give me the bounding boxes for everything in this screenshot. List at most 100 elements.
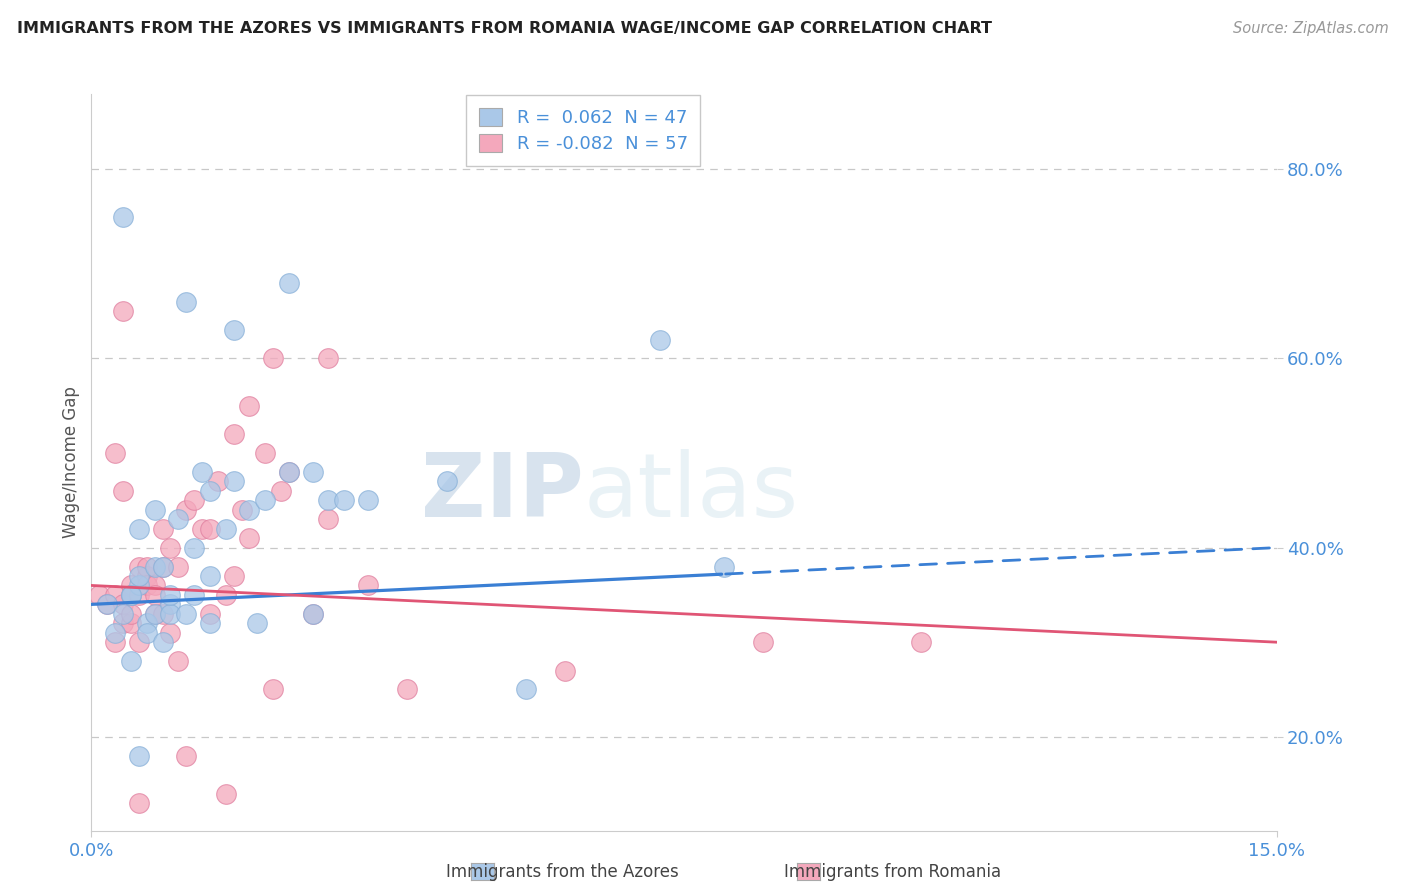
Point bbox=[174, 503, 197, 517]
Point bbox=[120, 588, 142, 602]
Point bbox=[159, 607, 181, 621]
Point bbox=[111, 483, 134, 498]
Point bbox=[183, 588, 205, 602]
Point bbox=[183, 493, 205, 508]
Point bbox=[318, 493, 340, 508]
Point bbox=[174, 294, 197, 309]
Point bbox=[254, 493, 277, 508]
Point bbox=[357, 493, 380, 508]
Point bbox=[215, 522, 238, 536]
Point bbox=[191, 465, 214, 479]
Point bbox=[128, 635, 150, 649]
Text: ZIP: ZIP bbox=[420, 449, 583, 535]
Point bbox=[238, 531, 260, 545]
Point bbox=[167, 559, 190, 574]
Point bbox=[215, 588, 238, 602]
Point bbox=[120, 654, 142, 668]
Point bbox=[135, 625, 157, 640]
Point bbox=[910, 635, 932, 649]
Point bbox=[96, 598, 118, 612]
Point bbox=[318, 512, 340, 526]
Point bbox=[231, 503, 253, 517]
Point bbox=[198, 607, 221, 621]
Point bbox=[143, 607, 166, 621]
Point bbox=[135, 559, 157, 574]
Point bbox=[167, 512, 190, 526]
Point bbox=[152, 607, 174, 621]
Point bbox=[120, 616, 142, 631]
Legend: R =  0.062  N = 47, R = -0.082  N = 57: R = 0.062 N = 47, R = -0.082 N = 57 bbox=[467, 95, 700, 166]
Point bbox=[159, 588, 181, 602]
Point bbox=[96, 598, 118, 612]
Point bbox=[262, 351, 284, 366]
Point bbox=[120, 588, 142, 602]
Point bbox=[143, 578, 166, 592]
Point bbox=[159, 598, 181, 612]
Point bbox=[222, 475, 245, 489]
Point bbox=[135, 569, 157, 583]
Point bbox=[128, 569, 150, 583]
Point bbox=[278, 276, 301, 290]
Point bbox=[104, 588, 127, 602]
Point bbox=[436, 475, 458, 489]
Point bbox=[159, 541, 181, 555]
Y-axis label: Wage/Income Gap: Wage/Income Gap bbox=[62, 386, 80, 539]
Point bbox=[238, 503, 260, 517]
Point bbox=[198, 483, 221, 498]
Point bbox=[120, 588, 142, 602]
Point bbox=[301, 607, 323, 621]
Point bbox=[183, 541, 205, 555]
Point bbox=[713, 559, 735, 574]
Point bbox=[143, 607, 166, 621]
Point bbox=[111, 304, 134, 318]
Point bbox=[198, 522, 221, 536]
Point bbox=[152, 522, 174, 536]
Point bbox=[120, 578, 142, 592]
Point bbox=[333, 493, 356, 508]
Point bbox=[128, 588, 150, 602]
Point bbox=[152, 635, 174, 649]
Point bbox=[104, 625, 127, 640]
Point bbox=[111, 210, 134, 224]
Point bbox=[222, 323, 245, 337]
Point bbox=[143, 503, 166, 517]
Point bbox=[191, 522, 214, 536]
Text: Source: ZipAtlas.com: Source: ZipAtlas.com bbox=[1233, 21, 1389, 36]
Point bbox=[752, 635, 775, 649]
Point bbox=[222, 569, 245, 583]
Point bbox=[111, 607, 134, 621]
Point bbox=[135, 578, 157, 592]
Point bbox=[246, 616, 269, 631]
Point bbox=[318, 351, 340, 366]
Point bbox=[104, 635, 127, 649]
Point bbox=[174, 607, 197, 621]
Point bbox=[174, 748, 197, 763]
Text: Immigrants from Romania: Immigrants from Romania bbox=[785, 863, 1001, 881]
Point bbox=[143, 588, 166, 602]
Point bbox=[120, 607, 142, 621]
Point bbox=[198, 616, 221, 631]
Text: IMMIGRANTS FROM THE AZORES VS IMMIGRANTS FROM ROMANIA WAGE/INCOME GAP CORRELATIO: IMMIGRANTS FROM THE AZORES VS IMMIGRANTS… bbox=[17, 21, 991, 36]
Text: Immigrants from the Azores: Immigrants from the Azores bbox=[446, 863, 679, 881]
Point bbox=[198, 569, 221, 583]
Text: atlas: atlas bbox=[583, 449, 799, 535]
Point bbox=[222, 427, 245, 442]
Point bbox=[278, 465, 301, 479]
Point bbox=[650, 333, 672, 347]
Point bbox=[111, 598, 134, 612]
Point bbox=[89, 588, 111, 602]
Point bbox=[135, 616, 157, 631]
Point bbox=[207, 475, 229, 489]
Point bbox=[104, 446, 127, 460]
Point bbox=[262, 682, 284, 697]
Point bbox=[167, 654, 190, 668]
Point bbox=[396, 682, 419, 697]
Point bbox=[128, 796, 150, 810]
Point bbox=[128, 559, 150, 574]
Point bbox=[128, 578, 150, 592]
Point bbox=[111, 616, 134, 631]
Point bbox=[254, 446, 277, 460]
Point bbox=[238, 399, 260, 413]
Point bbox=[270, 483, 292, 498]
Point bbox=[159, 625, 181, 640]
